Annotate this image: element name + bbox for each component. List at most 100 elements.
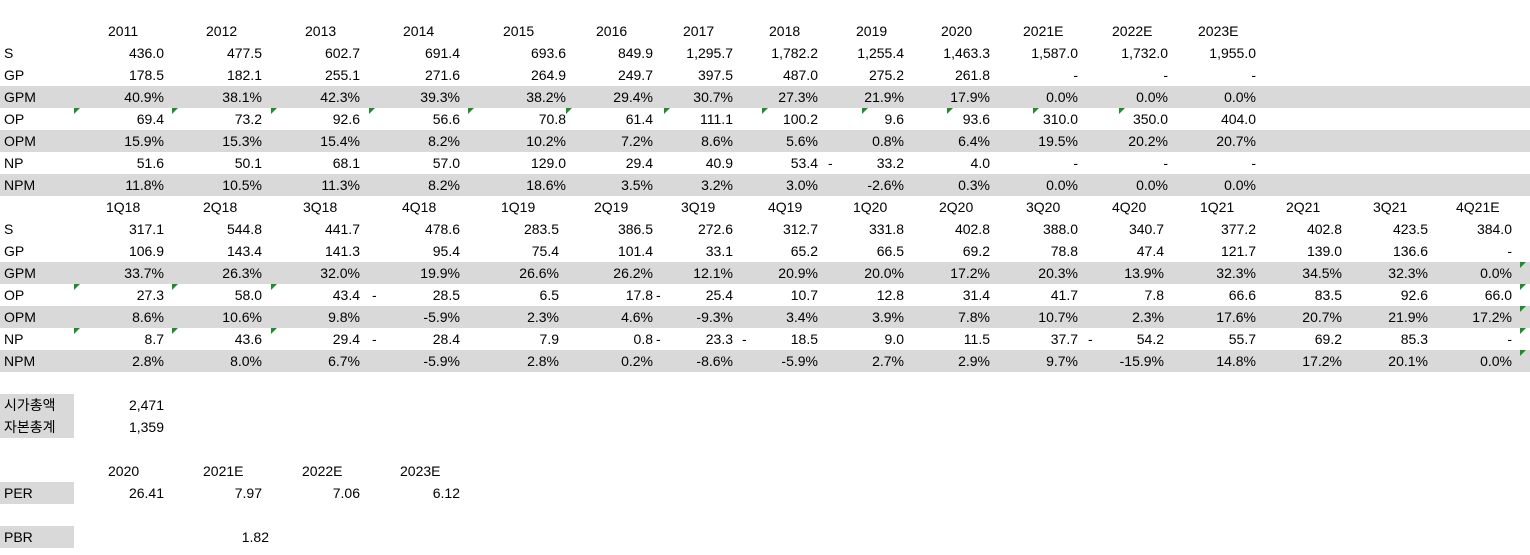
column-header[interactable]: 2021E	[203, 463, 244, 479]
table-cell[interactable]: 92.6	[332, 111, 360, 127]
table-cell[interactable]: -5.9%	[781, 353, 818, 369]
table-cell[interactable]: 29.4%	[613, 89, 653, 105]
table-cell[interactable]: 386.5	[617, 221, 653, 237]
table-cell[interactable]: 40.9	[705, 155, 733, 171]
column-header[interactable]: 2014	[403, 23, 435, 39]
row-label[interactable]: NPM	[4, 177, 36, 193]
table-cell[interactable]: 8.6%	[701, 133, 733, 149]
table-cell[interactable]: 2.7%	[872, 353, 904, 369]
table-cell[interactable]: 10.7%	[1038, 309, 1078, 325]
table-cell[interactable]: 7.8%	[958, 309, 990, 325]
row-label[interactable]: NPM	[4, 353, 36, 369]
table-cell[interactable]: 73.2	[234, 111, 262, 127]
table-cell[interactable]: -15.9%	[1119, 353, 1164, 369]
table-cell[interactable]: 39.3%	[420, 89, 460, 105]
table-cell[interactable]: -	[1073, 67, 1078, 83]
annual-row-npm[interactable]: NPM 11.8% 10.5% 11.3% 8.2% 18.6% 3.5% 3.2% 3.0% -…	[0, 174, 1530, 196]
row-label[interactable]: GP	[4, 67, 25, 83]
market-cap-label[interactable]: 시가총액	[4, 397, 56, 413]
table-cell[interactable]: 136.6	[1392, 243, 1428, 259]
table-cell[interactable]: 0.0%	[1480, 265, 1512, 281]
table-cell[interactable]: 20.1%	[1388, 353, 1428, 369]
table-cell[interactable]: 20.9%	[778, 265, 818, 281]
row-label[interactable]: OP	[4, 287, 25, 303]
table-cell[interactable]: 27.3%	[778, 89, 818, 105]
table-cell[interactable]: 19.5%	[1038, 133, 1078, 149]
table-cell[interactable]: 1,782.2	[771, 45, 818, 61]
table-cell[interactable]: 17.8	[625, 287, 653, 303]
column-header[interactable]: 4Q21E	[1456, 199, 1500, 215]
table-cell[interactable]: 25.4	[705, 287, 733, 303]
column-header[interactable]: 2017	[683, 23, 715, 39]
table-cell[interactable]: 101.4	[617, 243, 653, 259]
table-cell[interactable]: 17.6%	[1216, 309, 1256, 325]
table-cell[interactable]: 402.8	[954, 221, 990, 237]
table-cell[interactable]: 6.7%	[328, 353, 360, 369]
table-cell[interactable]: 66.0	[1484, 287, 1512, 303]
table-cell[interactable]: -2.6%	[867, 177, 904, 193]
table-cell[interactable]: 66.5	[876, 243, 904, 259]
table-cell[interactable]: 50.1	[234, 155, 262, 171]
market-cap-row[interactable]: 시가총액 2,471	[0, 394, 300, 416]
table-cell[interactable]: 693.6	[530, 45, 566, 61]
table-cell[interactable]: 0.8%	[872, 133, 904, 149]
table-cell[interactable]: 12.8	[876, 287, 904, 303]
table-cell[interactable]: 478.6	[424, 221, 460, 237]
table-cell[interactable]: 111.1	[700, 111, 733, 127]
table-cell[interactable]: 0.2%	[621, 353, 653, 369]
table-cell[interactable]: 9.8%	[328, 309, 360, 325]
column-header[interactable]: 4Q19	[768, 199, 803, 215]
row-label[interactable]: OPM	[4, 133, 36, 149]
table-cell[interactable]: 41.7	[1050, 287, 1078, 303]
table-cell[interactable]: 8.0%	[230, 353, 262, 369]
table-cell[interactable]: 95.4	[432, 243, 460, 259]
table-cell[interactable]: 0.3%	[958, 177, 990, 193]
table-cell[interactable]: 31.4	[962, 287, 990, 303]
table-cell[interactable]: 20.7%	[1216, 133, 1256, 149]
table-cell[interactable]: 17.2%	[950, 265, 990, 281]
row-label[interactable]: GPM	[4, 265, 36, 281]
table-cell[interactable]: 42.3%	[320, 89, 360, 105]
column-header[interactable]: 1Q21	[1200, 199, 1235, 215]
table-cell[interactable]: 402.8	[1306, 221, 1342, 237]
table-cell[interactable]: 32.3%	[1216, 265, 1256, 281]
table-cell[interactable]: 8.2%	[428, 133, 460, 149]
table-cell[interactable]: 691.4	[424, 45, 460, 61]
column-header[interactable]: 1Q20	[853, 199, 888, 215]
per-label-bg[interactable]	[0, 482, 74, 504]
pbr-label[interactable]: PBR	[4, 529, 33, 545]
table-cell[interactable]: 47.4	[1136, 243, 1164, 259]
column-header[interactable]: 2Q18	[203, 199, 238, 215]
per-header-row[interactable]: 2020 2021E 2022E 2023E	[0, 460, 600, 482]
annual-row-np[interactable]: NP 51.6 50.1 68.1 57.0 129.0 29.4 40.9 53.4 33.2 4…	[0, 152, 1530, 174]
table-cell[interactable]: 8.6%	[132, 309, 164, 325]
table-cell[interactable]: 2.9%	[958, 353, 990, 369]
table-cell[interactable]: 65.2	[790, 243, 818, 259]
table-cell[interactable]: 61.4	[625, 111, 653, 127]
table-cell[interactable]: 69.4	[136, 111, 164, 127]
annual-row-op[interactable]: OP 69.4 73.2 92.6 56.6 70.8 61.4 111.1 100.2 9.6 9…	[0, 108, 1530, 130]
table-cell[interactable]: 1,463.3	[943, 45, 990, 61]
table-cell[interactable]: 33.7%	[124, 265, 164, 281]
table-cell[interactable]: 9.7%	[1046, 353, 1078, 369]
table-cell[interactable]: 397.5	[697, 67, 733, 83]
table-cell[interactable]: 6.4%	[958, 133, 990, 149]
table-cell[interactable]: 21.9%	[1388, 309, 1428, 325]
table-cell[interactable]: 0.0%	[1046, 89, 1078, 105]
table-cell[interactable]: 1,255.4	[857, 45, 904, 61]
row-label[interactable]: S	[4, 45, 14, 61]
table-cell[interactable]: 178.5	[128, 67, 164, 83]
table-cell[interactable]: 2.3%	[527, 309, 559, 325]
table-cell[interactable]: 2.3%	[1132, 309, 1164, 325]
table-cell[interactable]: 388.0	[1042, 221, 1078, 237]
table-cell[interactable]: 312.7	[782, 221, 818, 237]
table-cell[interactable]: 5.6%	[786, 133, 818, 149]
table-cell[interactable]: 423.5	[1392, 221, 1428, 237]
table-cell[interactable]: 32.3%	[1388, 265, 1428, 281]
column-header[interactable]: 3Q19	[681, 199, 716, 215]
annual-row-s[interactable]: S 436.0 477.5 602.7 691.4 693.6 849.9 1,295.7 1,…	[0, 42, 1530, 64]
per-label[interactable]: PER	[4, 485, 33, 501]
table-cell[interactable]: 849.9	[617, 45, 653, 61]
per-value[interactable]: 7.97	[234, 485, 262, 501]
table-cell[interactable]: 0.0%	[1224, 89, 1256, 105]
